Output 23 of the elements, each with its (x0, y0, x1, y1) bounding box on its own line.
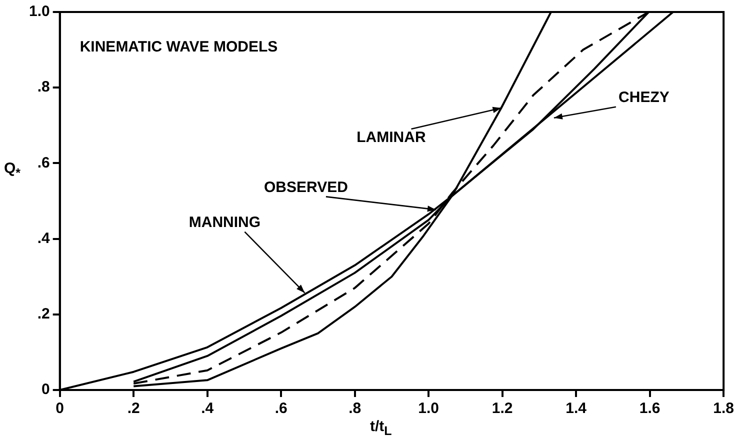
y-tick-label: 0 (42, 381, 50, 398)
x-tick-label: .4 (201, 400, 214, 418)
annotation: CHEZY (618, 88, 670, 106)
text: KINEMATIC WAVE MODELS (80, 38, 278, 56)
y-axis-title: Q$_{*}$ (4, 160, 21, 180)
y-tick-label: .4 (37, 230, 51, 247)
y-tick-label: 1.0 (28, 3, 50, 20)
annotation: LAMINAR (356, 129, 426, 146)
annotation: OBSERVED (264, 178, 348, 196)
x-tick-label: 1.4 (566, 400, 588, 418)
x-tick-label: .8 (348, 400, 362, 418)
x-tick-label: .2 (127, 400, 140, 418)
x-tick-label: 1.2 (492, 400, 513, 418)
x-tick-label: .6 (274, 400, 288, 418)
x-axis-title: t/t$_{L}$ (370, 418, 392, 438)
x-tick-label: 1.0 (418, 400, 440, 418)
y-tick-label: .8 (37, 78, 50, 96)
y-tick-label: .2 (37, 306, 50, 323)
x-tick-label: 0 (56, 400, 64, 418)
annotation: MANNING (188, 214, 261, 231)
y-tick-label: .6 (37, 154, 50, 172)
x-tick-label: 1.6 (639, 400, 660, 418)
x-tick-label: 1.8 (713, 400, 734, 418)
